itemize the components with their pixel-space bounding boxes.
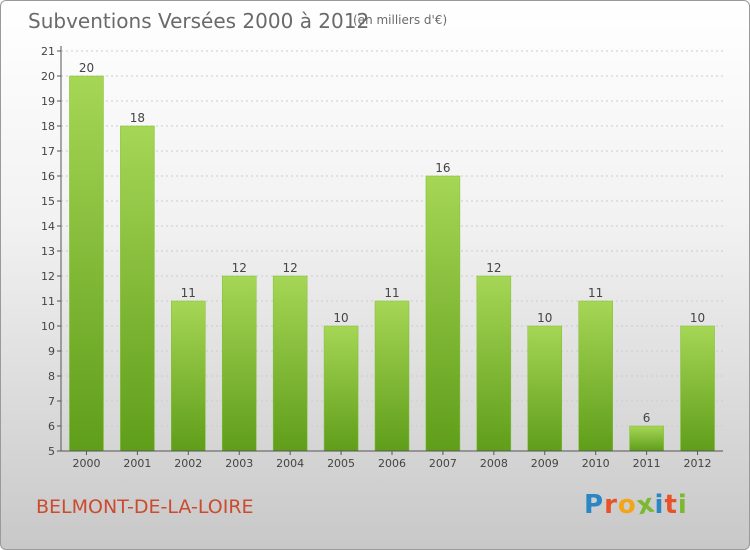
data-label: 12: [283, 261, 298, 275]
data-label: 10: [333, 311, 348, 325]
x-tick-label: 2009: [531, 457, 559, 470]
data-label: 16: [435, 161, 450, 175]
y-tick-label: 15: [41, 195, 55, 208]
bar: [374, 300, 410, 452]
bars: [69, 75, 715, 452]
commune-name: BELMONT-DE-LA-LOIRE: [36, 496, 254, 518]
x-tick-label: 2012: [684, 457, 712, 470]
data-label: 20: [79, 61, 94, 75]
labels: 5 6 7 8 9 10 11 12 13 14 15 16 17 18 19 20 21 20 2000 18 200…: [41, 45, 712, 470]
x-tick-label: 2003: [225, 457, 253, 470]
x-tick-label: 2001: [123, 457, 151, 470]
data-label: 12: [232, 261, 247, 275]
x-tick-label: 2006: [378, 457, 406, 470]
y-tick-label: 13: [41, 245, 55, 258]
y-tick-label: 21: [41, 45, 55, 58]
y-tick-label: 18: [41, 120, 55, 133]
logo-letter: t: [664, 490, 678, 520]
chart-unit: (en milliers d'€): [353, 13, 448, 27]
y-tick-label: 6: [48, 420, 55, 433]
logo-letter: i: [677, 490, 688, 520]
data-label: 18: [130, 111, 145, 125]
y-tick-label: 11: [41, 295, 55, 308]
bar: [171, 300, 206, 452]
logo-letter: o: [617, 490, 637, 520]
logo-letter: i: [654, 490, 665, 520]
bar: [221, 275, 257, 452]
data-label: 6: [643, 411, 651, 425]
bar: [69, 75, 104, 452]
axes: [57, 46, 723, 455]
bar: [527, 325, 563, 452]
data-label: 11: [588, 286, 603, 300]
data-label: 10: [690, 311, 705, 325]
chart-title: Subventions Versées 2000 à 2012: [28, 9, 370, 33]
y-tick-label: 17: [41, 145, 55, 158]
y-tick-label: 12: [41, 270, 55, 283]
bar: [323, 325, 359, 452]
x-tick-label: 2008: [480, 457, 508, 470]
bar: [578, 300, 613, 452]
x-tick-label: 2005: [327, 457, 355, 470]
y-tick-label: 10: [41, 320, 55, 333]
bar: [120, 125, 155, 452]
y-tick-label: 8: [48, 370, 55, 383]
bar: [629, 425, 664, 452]
data-label: 12: [486, 261, 501, 275]
x-tick-label: 2004: [276, 457, 304, 470]
bar: [476, 275, 512, 452]
y-tick-label: 16: [41, 170, 55, 183]
data-label: 10: [537, 311, 552, 325]
bar: [272, 275, 308, 452]
y-tick-label: 7: [48, 395, 55, 408]
data-label: 11: [384, 286, 399, 300]
bar: [680, 325, 715, 452]
proxiti-logo[interactable]: Proxiti: [584, 488, 688, 521]
x-tick-label: 2011: [633, 457, 661, 470]
logo-letter: r: [604, 490, 618, 520]
y-tick-label: 19: [41, 95, 55, 108]
x-tick-label: 2007: [429, 457, 457, 470]
bar: [425, 175, 461, 452]
y-tick-label: 5: [48, 445, 55, 458]
x-tick-label: 2002: [174, 457, 202, 470]
x-tick-label: 2000: [72, 457, 100, 470]
logo-letter: P: [584, 490, 605, 520]
data-label: 11: [181, 286, 196, 300]
y-tick-label: 20: [41, 70, 55, 83]
y-tick-label: 14: [41, 220, 55, 233]
x-tick-label: 2010: [582, 457, 610, 470]
y-tick-label: 9: [48, 345, 55, 358]
